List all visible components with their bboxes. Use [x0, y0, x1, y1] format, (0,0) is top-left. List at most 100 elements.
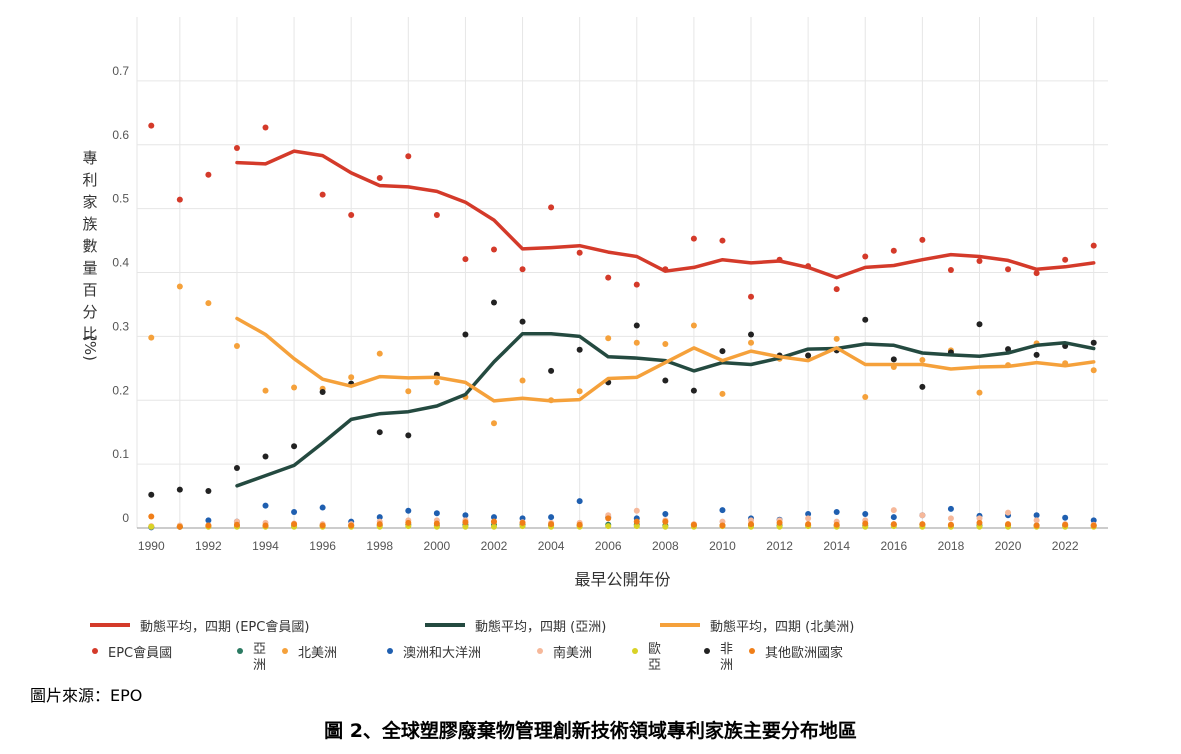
x-axis-label: 最早公開年份	[574, 570, 670, 589]
data-point	[748, 293, 755, 300]
legend-item-na: 北美洲	[280, 642, 385, 661]
data-point	[805, 352, 812, 359]
data-point	[405, 153, 412, 160]
x-tick-label: 2002	[481, 539, 508, 553]
data-point	[176, 283, 183, 290]
data-point	[262, 502, 269, 509]
legend-item-epc-line: 動態平均，四期 (EPC會員國)	[90, 616, 425, 635]
data-point	[205, 517, 212, 524]
legend-dot-other-eu	[749, 648, 755, 654]
data-point	[433, 510, 440, 517]
data-point	[605, 515, 612, 522]
data-point	[376, 521, 383, 528]
x-tick-label: 2010	[709, 539, 736, 553]
data-point	[748, 521, 755, 528]
data-point	[976, 515, 983, 522]
data-point	[176, 486, 183, 493]
data-point	[519, 519, 526, 526]
data-point	[1005, 509, 1012, 516]
x-tick-label: 2016	[880, 539, 907, 553]
data-point	[548, 514, 555, 521]
y-tick-label: 0.3	[112, 319, 129, 333]
chart-area: 0 0.1 0.2 0.3 0.4 0.5 0.6 0.7 1990 1992 1994 1996 19…	[81, 17, 1108, 589]
data-point	[1033, 522, 1040, 529]
data-point	[291, 521, 298, 528]
data-point	[719, 348, 726, 355]
data-point	[662, 510, 669, 517]
data-point	[919, 521, 926, 528]
image-source: 圖片來源：EPO	[30, 686, 143, 705]
data-point	[348, 374, 355, 381]
legend-swatch-na-line	[660, 623, 700, 627]
data-point	[1062, 521, 1069, 528]
data-point	[719, 390, 726, 397]
y-axis-label: 數	[82, 237, 97, 255]
data-point	[205, 487, 212, 494]
data-point	[319, 504, 326, 511]
y-tick-label: 0.4	[112, 256, 129, 270]
data-point	[719, 522, 726, 529]
data-point	[890, 521, 897, 528]
data-point	[633, 507, 640, 514]
figure-caption: 圖 2、全球塑膠廢棄物管理創新技術領域專利家族主要分布地區	[324, 720, 857, 742]
legend-dot-asia	[237, 648, 243, 654]
data-point	[1033, 517, 1040, 524]
data-point	[148, 122, 155, 129]
y-tick-label: 0.7	[112, 64, 129, 78]
data-point	[1005, 346, 1012, 353]
data-point	[548, 521, 555, 528]
data-point	[947, 515, 954, 522]
data-point	[890, 356, 897, 363]
y-axis-label: 百	[82, 281, 97, 299]
legend-label-other-eu: 其他歐洲國家	[765, 646, 844, 661]
data-point	[490, 246, 497, 253]
legend-item-asia: 亞洲	[235, 642, 280, 674]
data-point	[633, 322, 640, 329]
data-point	[405, 507, 412, 514]
x-tick-label: 1998	[366, 539, 393, 553]
data-point	[919, 512, 926, 519]
data-point	[176, 523, 183, 530]
data-point	[833, 509, 840, 516]
legend-row-points: EPC會員國 亞洲 北美洲 澳洲和大洋洲 南美洲 歐亞 非洲 其他歐洲國家	[90, 642, 990, 682]
x-tick-label: 1996	[309, 539, 336, 553]
data-point	[633, 518, 640, 525]
legend-dot-oceania	[387, 648, 393, 654]
data-point	[519, 266, 526, 273]
y-axis-label: 專	[82, 149, 97, 167]
data-point	[976, 321, 983, 328]
data-point	[862, 253, 869, 260]
data-point	[776, 519, 783, 526]
legend-label-na-line: 動態平均，四期 (北美洲)	[710, 620, 855, 635]
data-point	[605, 335, 612, 342]
legend-label-africa: 非洲	[720, 642, 734, 673]
data-point	[605, 523, 612, 530]
legend-item-asia-line: 動態平均，四期 (亞洲)	[425, 616, 660, 635]
y-axis-label: (%)	[81, 335, 99, 361]
legend-item-oceania: 澳洲和大洋洲	[385, 642, 535, 661]
legend-label-oceania: 澳洲和大洋洲	[403, 646, 482, 661]
data-point	[919, 236, 926, 243]
data-point	[262, 124, 269, 131]
x-tick-label: 1994	[252, 539, 279, 553]
data-point	[148, 523, 155, 530]
y-tick-label: 0	[122, 511, 129, 525]
data-point	[462, 523, 469, 530]
data-point	[976, 519, 983, 526]
data-point	[833, 335, 840, 342]
data-point	[1005, 266, 1012, 273]
data-point	[576, 521, 583, 528]
y-axis-label: 比	[82, 325, 97, 343]
data-point	[176, 196, 183, 203]
data-point	[662, 377, 669, 384]
legend-swatch-epc-line	[90, 623, 130, 627]
data-point	[1090, 522, 1097, 529]
data-point	[1090, 517, 1097, 524]
x-tick-label: 2018	[938, 539, 965, 553]
data-point	[548, 367, 555, 374]
data-point	[319, 388, 326, 395]
data-point	[890, 514, 897, 521]
x-tick-label: 2012	[766, 539, 793, 553]
data-point	[462, 519, 469, 526]
data-point	[890, 507, 897, 514]
